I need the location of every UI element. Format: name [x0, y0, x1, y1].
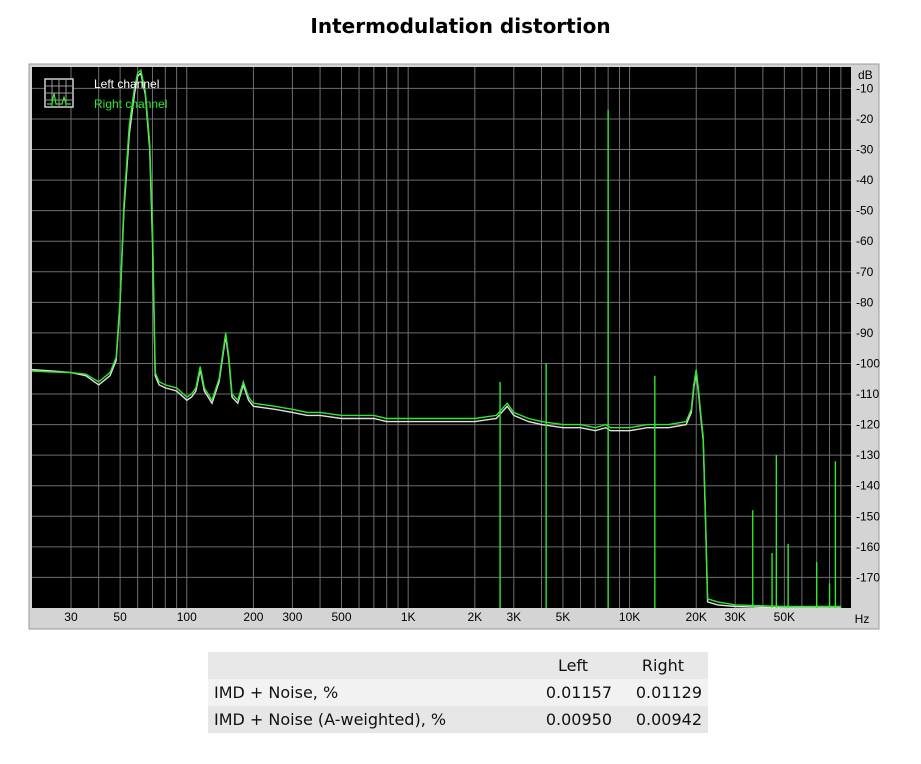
x-tick-label: 300 [282, 610, 302, 624]
y-tick-label: -110 [856, 387, 879, 401]
y-tick-label: -90 [856, 326, 874, 340]
left-channel-line [32, 71, 841, 608]
x-unit-label: Hz [855, 612, 870, 626]
legend-entry-right: Right channel [94, 97, 167, 111]
chart-title: Intermodulation distortion [310, 14, 611, 38]
y-tick-label: -20 [856, 112, 874, 126]
table-row: IMD + Noise, % 0.01157 0.01129 [208, 679, 708, 706]
row-label: IMD + Noise (A-weighted), % [214, 710, 447, 729]
y-tick-label: -140 [856, 479, 880, 493]
legend-icon-trace [47, 92, 71, 105]
results-header-empty [208, 652, 528, 679]
x-tick-label: 30 [64, 610, 78, 624]
row-left-value: 0.00950 [545, 710, 612, 729]
y-tick-label: -30 [856, 143, 874, 157]
y-tick-label: -160 [856, 540, 880, 554]
y-tick-label: -170 [856, 570, 880, 584]
row-left-value: 0.01157 [545, 683, 612, 702]
y-tick-label: -120 [856, 418, 880, 432]
x-tick-label: 30K [725, 610, 746, 624]
x-tick-label: 2K [467, 610, 482, 624]
x-tick-label: 20K [686, 610, 707, 624]
results-header-right: Right [641, 656, 685, 675]
x-tick-label: 500 [332, 610, 352, 624]
x-tick-label: 5K [556, 610, 571, 624]
x-tick-label: 200 [243, 610, 263, 624]
row-right-value: 0.01129 [635, 683, 702, 702]
row-label: IMD + Noise, % [214, 683, 339, 702]
results-header-left: Left [557, 656, 589, 675]
y-tick-label: -40 [856, 173, 874, 187]
y-tick-label: -60 [856, 234, 874, 248]
x-tick-label: 10K [619, 610, 640, 624]
table-row: IMD + Noise (A-weighted), % 0.00950 0.00… [208, 706, 708, 733]
x-tick-label: 100 [177, 610, 197, 624]
y-tick-label: -70 [856, 265, 874, 279]
plot-background [32, 67, 851, 608]
row-right-value: 0.00942 [635, 710, 702, 729]
legend-entry-left: Left channel [94, 77, 159, 91]
y-tick-label: -130 [856, 448, 880, 462]
series-group [32, 68, 841, 608]
y-tick-label: -150 [856, 509, 880, 523]
results-header-row: Left Right [208, 652, 708, 679]
spectrum-plot: 30 50 100 200 300 500 1K 2K 3K 5K 10K 20K 30K 50K Hz -1… [28, 63, 880, 630]
x-tick-label: 50K [774, 610, 795, 624]
y-tick-label: -50 [856, 204, 874, 218]
legend-icon [44, 78, 74, 108]
y-tick-label: -100 [856, 356, 880, 370]
x-tick-label: 3K [506, 610, 521, 624]
y-tick-label: -80 [856, 295, 874, 309]
x-tick-label: 50 [113, 610, 127, 624]
x-tick-label: 1K [401, 610, 416, 624]
right-channel-line [32, 68, 841, 608]
results-table: Left Right IMD + Noise, % 0.01157 0.0112… [208, 652, 708, 733]
y-tick-label: -10 [856, 81, 874, 95]
y-unit-label: dB [858, 68, 873, 82]
